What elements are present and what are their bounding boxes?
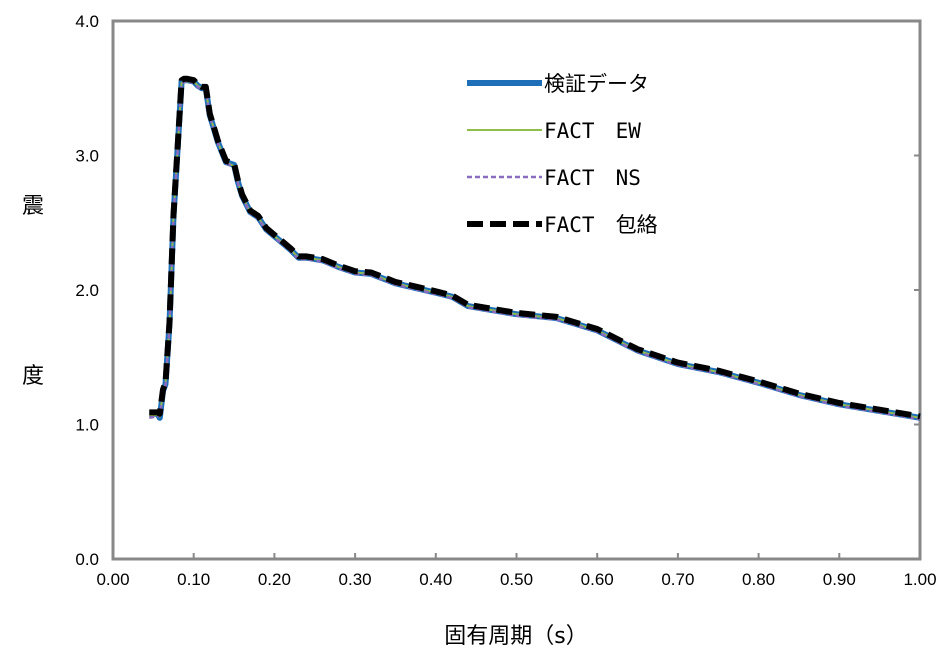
x-tick-label: 0.70 [661, 570, 694, 589]
x-tick-label: 1.00 [903, 570, 936, 589]
x-tick-label: 0.60 [581, 570, 614, 589]
legend-label-3: FACT 包絡 [544, 213, 658, 237]
x-tick-label: 0.30 [339, 570, 372, 589]
y-axis-title: 震度 [22, 194, 44, 389]
y-tick-label: 0.0 [75, 550, 99, 569]
y-axis-ticks: 0.0 1.0 2.0 3.0 4.0 [75, 12, 920, 569]
series-layer [149, 75, 921, 421]
x-tick-label: 0.80 [742, 570, 775, 589]
x-tick-label: 0.40 [419, 570, 452, 589]
legend-label-2: FACT NS [544, 166, 641, 190]
x-tick-label: 0.20 [258, 570, 291, 589]
x-tick-label: 0.10 [177, 570, 210, 589]
y-tick-label: 1.0 [75, 416, 99, 435]
plot-area-frame [111, 19, 922, 561]
y-tick-label: 4.0 [75, 12, 99, 31]
y-tick-label: 3.0 [75, 147, 99, 166]
x-tick-label: 0.50 [500, 570, 533, 589]
legend: 検証データ FACT EW FACT NS FACT 包絡 [467, 72, 658, 237]
legend-label-0: 検証データ [544, 72, 649, 96]
x-tick-label: 0.00 [96, 570, 129, 589]
series-line-3 [149, 75, 921, 420]
legend-label-1: FACT EW [544, 119, 641, 143]
x-axis-title: 固有周期（s） [444, 624, 587, 649]
x-tick-label: 0.90 [823, 570, 856, 589]
x-axis-ticks: 0.00 0.10 0.20 0.30 0.40 0.50 0.60 0.70 0.80 0.90… [96, 553, 937, 589]
y-tick-label: 2.0 [75, 281, 99, 300]
